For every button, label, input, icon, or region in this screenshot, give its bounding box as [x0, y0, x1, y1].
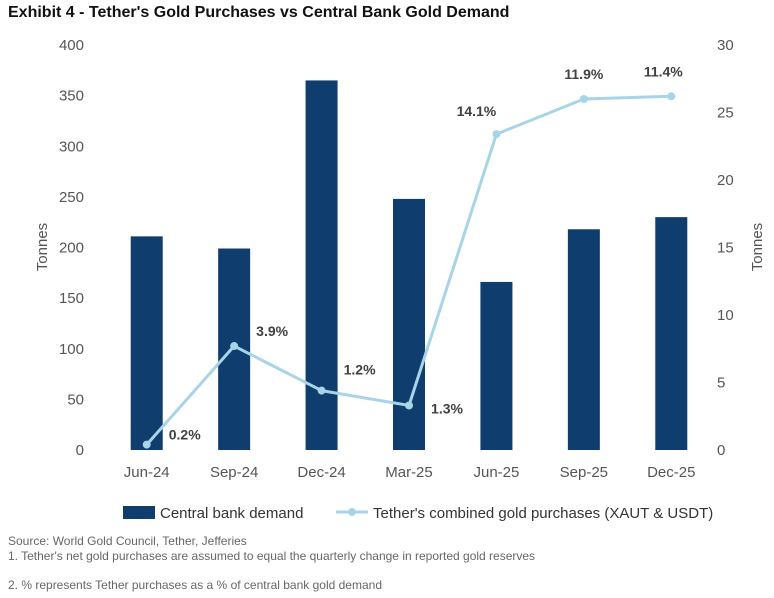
- bar-Sep-25: [567, 229, 600, 450]
- y-tick-200: 200: [59, 240, 84, 257]
- y2-tick-0: 0: [717, 442, 725, 459]
- bar-Jun-25: [480, 281, 513, 450]
- bar-series: [130, 80, 688, 450]
- line-series: [142, 92, 676, 449]
- y2-axis-title: Tonnes: [749, 223, 766, 271]
- legend-bar-swatch: [123, 506, 155, 519]
- y-tick-0: 0: [76, 442, 84, 459]
- footnote-2: 2. % represents Tether purchases as a % …: [8, 578, 382, 592]
- point-label-Jun-25: 14.1%: [457, 103, 497, 119]
- y2-tick-30: 30: [717, 37, 734, 54]
- legend-bar-label: Central bank demand: [160, 505, 303, 522]
- legend-line-marker: [348, 508, 356, 516]
- y-tick-250: 250: [59, 189, 84, 206]
- line-point-Sep-25: [579, 95, 588, 103]
- point-label-Dec-25: 11.4%: [644, 63, 683, 79]
- point-label-Dec-24: 1.2%: [344, 362, 376, 378]
- line-point-Jun-24: [142, 440, 151, 449]
- chart-title: Exhibit 4 - Tether's Gold Purchases vs C…: [8, 4, 510, 21]
- bar-Mar-25: [393, 198, 425, 450]
- x-tick-Dec-25: Dec-25: [647, 464, 695, 481]
- line-point-Dec-25: [667, 92, 676, 101]
- point-labels: 0.2% 3.9% 1.2% 1.3% 14.1% 11.9% 11.4%: [169, 63, 684, 442]
- x-axis-ticks: Jun-24 Sep-24 Dec-24 Mar-25 Jun-25 Sep-25 Dec-…: [124, 464, 696, 481]
- point-label-Sep-25: 11.9%: [564, 66, 603, 82]
- x-tick-Sep-24: Sep-24: [210, 464, 258, 481]
- point-label-Mar-25: 1.3%: [431, 400, 463, 416]
- point-label-Jun-24: 0.2%: [169, 427, 201, 443]
- y2-tick-15: 15: [717, 240, 734, 257]
- footnotes: Source: World Gold Council, Tether, Jeff…: [8, 534, 535, 593]
- y2-tick-25: 25: [717, 105, 734, 122]
- y-tick-400: 400: [59, 37, 84, 54]
- source-note: Source: World Gold Council, Tether, Jeff…: [8, 534, 247, 548]
- y2-tick-5: 5: [717, 375, 725, 392]
- x-tick-Jun-24: Jun-24: [124, 464, 170, 481]
- y-tick-300: 300: [59, 138, 84, 155]
- x-tick-Sep-25: Sep-25: [560, 464, 608, 481]
- legend: Central bank demand Tether's combined go…: [123, 505, 713, 522]
- line-point-Sep-24: [230, 342, 239, 351]
- x-tick-Jun-25: Jun-25: [473, 464, 519, 481]
- point-label-Sep-24: 3.9%: [256, 323, 288, 339]
- x-tick-Dec-24: Dec-24: [297, 464, 345, 481]
- legend-line-label: Tether's combined gold purchases (XAUT &…: [373, 505, 713, 522]
- x-tick-Mar-25: Mar-25: [385, 464, 433, 481]
- bar-Jun-24: [130, 236, 163, 450]
- footnote-1: 1. Tether's net gold purchases are assum…: [8, 549, 536, 563]
- line-point-Jun-25: [492, 130, 501, 139]
- y2-tick-20: 20: [717, 172, 734, 189]
- y-tick-150: 150: [59, 290, 84, 307]
- y-tick-100: 100: [59, 341, 84, 358]
- line-point-Mar-25: [405, 401, 413, 410]
- y-tick-350: 350: [59, 88, 84, 105]
- line-point-Dec-24: [317, 386, 326, 395]
- left-axis-ticks: 0 50 100 150 200 250 300 350 400: [59, 37, 84, 459]
- right-axis-ticks: 0 5 10 15 20 25 30: [717, 37, 734, 459]
- y2-tick-10: 10: [717, 307, 734, 324]
- y-axis-title: Tonnes: [34, 223, 51, 271]
- bar-Dec-25: [655, 217, 688, 450]
- y-tick-50: 50: [67, 391, 84, 408]
